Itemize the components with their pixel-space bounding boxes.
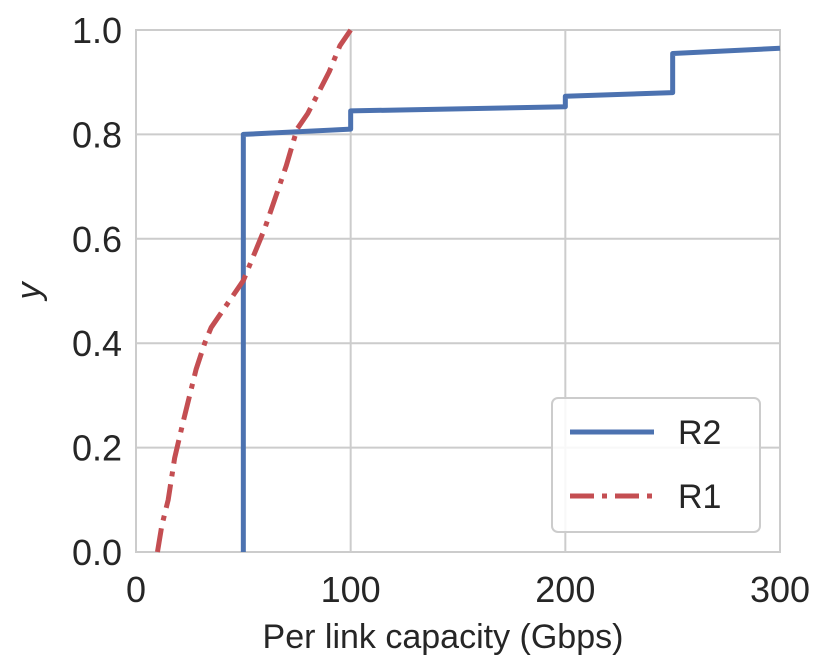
y-axis-label: y xyxy=(10,281,48,302)
x-tick-label: 0 xyxy=(126,569,146,610)
legend-label-r2: R2 xyxy=(678,414,721,452)
x-tick-label: 300 xyxy=(750,569,810,610)
series-line-r2 xyxy=(240,45,781,552)
legend-box xyxy=(551,397,761,533)
series-layer xyxy=(154,28,781,553)
y-tick-label: 1.0 xyxy=(72,10,122,51)
legend: R2 R1 xyxy=(551,397,761,533)
series-line-r1 xyxy=(154,28,353,553)
plot-frame xyxy=(135,29,781,553)
legend-label-r1: R1 xyxy=(678,478,721,516)
x-tick-label: 200 xyxy=(535,569,595,610)
y-tick-label: 0.4 xyxy=(72,323,122,364)
y-tick-label: 0.2 xyxy=(72,428,122,469)
x-tick-label: 100 xyxy=(321,569,381,610)
y-tick-label: 0.6 xyxy=(72,219,122,260)
y-tick-label: 0.0 xyxy=(72,532,122,573)
y-tick-label: 0.8 xyxy=(72,114,122,155)
x-axis-label: Per link capacity (Gbps) xyxy=(263,618,624,656)
tick-labels: 0 100 200 300 0.0 0.2 0.4 0.6 0.8 1.0 xyxy=(72,10,810,610)
